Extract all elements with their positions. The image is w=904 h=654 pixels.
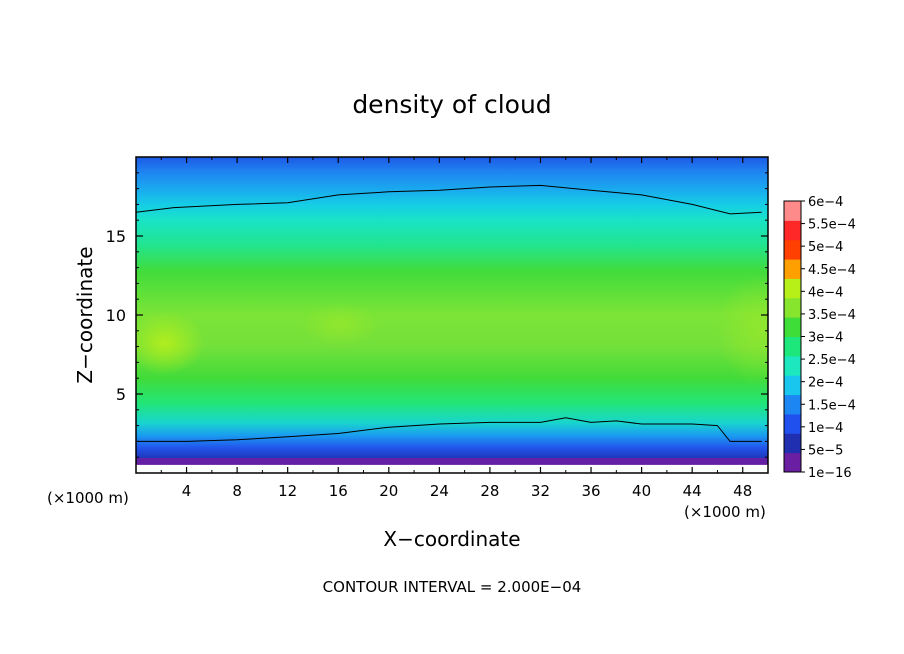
colorbar-label: 1e−4 (808, 421, 843, 436)
colorbar-swatch (784, 394, 801, 415)
chart-title: density of cloud (352, 90, 551, 119)
y-tick-label: 10 (106, 306, 126, 325)
x-tick-label: 4 (182, 482, 192, 500)
colorbar-label: 4.5e−4 (808, 263, 856, 278)
colorbar-swatch (784, 452, 801, 473)
colorbar-label: 5.5e−4 (808, 218, 856, 233)
x-tick-label: 24 (430, 482, 449, 500)
colorbar-label: 2.5e−4 (808, 353, 856, 368)
x-tick-label: 48 (733, 482, 752, 500)
density-field (136, 157, 768, 473)
colorbar-legend: 1e−16 5e−5 1e−4 1.5e−4 2e−4 2.5e−4 3e−4 3.5e−4 4… (783, 195, 856, 481)
colorbar-label: 5e−5 (808, 443, 843, 458)
ground-strip (136, 464, 768, 473)
plot-area (136, 157, 768, 473)
x-tick-label: 44 (683, 482, 702, 500)
colorbar-label: 3.5e−4 (808, 308, 856, 323)
colorbar-swatch (784, 201, 801, 221)
x-unit-right: (×1000 m) (684, 503, 766, 521)
colorbar-swatch (784, 278, 801, 299)
density-maximum-right (715, 275, 768, 385)
ground-cloud-base (136, 458, 768, 465)
x-tick-label: 40 (632, 482, 651, 500)
x-tick-label: 32 (531, 482, 550, 500)
colorbar-label: 1e−16 (808, 466, 852, 481)
x-tick-label: 28 (480, 482, 499, 500)
colorbar-swatch (784, 375, 801, 396)
x-axis: 4 8 12 16 20 24 28 32 36 40 44 48 (160, 157, 752, 500)
colorbar-swatch (784, 220, 801, 241)
colorbar-label: 2e−4 (808, 376, 843, 391)
contour-interval-note: CONTOUR INTERVAL = 2.000E−04 (323, 578, 582, 596)
y-axis-label: Z−coordinate (73, 246, 97, 383)
colorbar-label: 5e−4 (808, 240, 843, 255)
colorbar-swatch (784, 317, 801, 337)
x-tick-label: 12 (278, 482, 297, 500)
colorbar-label: 6e−4 (808, 195, 843, 210)
colorbar-swatch (784, 239, 801, 260)
x-unit-left: (×1000 m) (47, 489, 129, 507)
density-maximum-left (136, 311, 205, 375)
contour-line-upper (136, 184, 762, 215)
colorbar-swatch (784, 336, 801, 357)
y-tick-label: 15 (106, 227, 126, 246)
contour-lines (136, 184, 762, 442)
y-axis: 5 10 15 (106, 172, 768, 458)
colorbar-swatch (784, 413, 801, 434)
colorbar-swatch (784, 297, 801, 318)
colorbar-swatch (784, 259, 801, 279)
colorbar-label: 3e−4 (808, 331, 843, 346)
colorbar-swatch (784, 355, 801, 376)
x-tick-label: 16 (329, 482, 348, 500)
y-tick-label: 5 (116, 385, 126, 404)
density-patch-center (300, 303, 380, 347)
colorbar-label: 1.5e−4 (808, 398, 856, 413)
colorbar-swatch (784, 433, 801, 454)
contour-line-lower (136, 417, 762, 442)
x-tick-label: 8 (232, 482, 242, 500)
x-tick-label: 36 (581, 482, 600, 500)
x-axis-label: X−coordinate (383, 527, 520, 551)
x-tick-label: 20 (379, 482, 398, 500)
colorbar-label: 4e−4 (808, 285, 843, 300)
